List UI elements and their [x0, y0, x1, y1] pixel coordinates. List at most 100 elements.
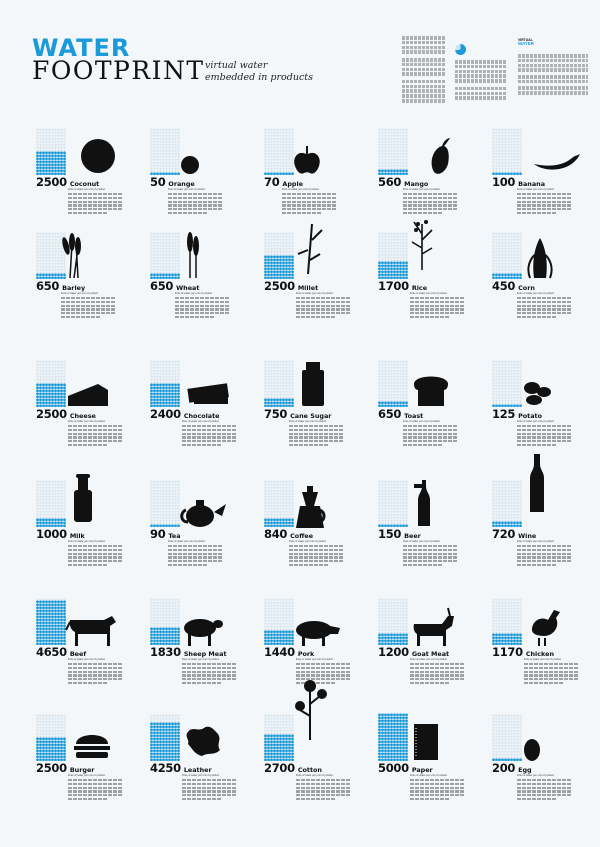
product-number: 650 — [36, 279, 60, 293]
unit-caption: litres of water per unit of product — [182, 420, 220, 423]
product-description-lines — [182, 663, 237, 686]
product-tile-millet: 2500 Millet litres of water per unit of pr… — [264, 223, 372, 344]
water-drop-grid — [378, 480, 408, 527]
water-drop-fill — [150, 627, 180, 645]
product-value: 2400 Chocolate — [150, 407, 220, 423]
product-description-lines — [403, 193, 458, 216]
product-value: 90 Tea — [150, 527, 181, 543]
product-number: 70 — [264, 175, 280, 189]
unit-caption: litres of water per unit of product — [289, 420, 327, 423]
product-tile-rice: 1700 Rice litres of water per unit of prod… — [378, 220, 486, 344]
water-logo: VIRTUAL WATER — [518, 38, 534, 46]
water-drop-fill — [150, 524, 180, 527]
unit-caption: litres of water per unit of product — [410, 292, 448, 295]
chicken-icon — [532, 610, 560, 646]
product-value: 1200 Goat Meat — [378, 645, 449, 661]
water-drop-fill — [492, 273, 522, 279]
product-name: Tea — [168, 532, 181, 540]
product-value: 50 Orange — [150, 175, 195, 191]
unit-caption: litres of water per unit of product — [282, 188, 320, 191]
product-name: Rice — [411, 284, 428, 292]
side-notes — [518, 54, 588, 96]
product-tile-egg: 200 Egg litres of water per unit of produc… — [492, 714, 600, 826]
product-tile-cotton: 2700 Cotton litres of water per unit of pr… — [264, 680, 372, 826]
product-description-lines — [61, 297, 116, 320]
page-subtitle: virtual water embedded in products — [205, 60, 313, 84]
legend-pie-icon — [455, 44, 466, 55]
product-name: Wheat — [176, 284, 200, 292]
water-drop-fill — [150, 383, 180, 407]
product-name: Barley — [62, 284, 86, 292]
barley-icon — [62, 233, 81, 279]
subtitle-line-1: virtual water — [205, 60, 268, 71]
water-drop-fill — [264, 518, 294, 527]
product-description-lines — [517, 545, 572, 568]
product-tile-wine: 720 Wine litres of water per unit of produ… — [492, 454, 600, 592]
product-name: Burger — [69, 766, 95, 774]
water-drop-fill — [150, 722, 180, 761]
product-tile-paper: 5000 Paper litres of water per unit of pro… — [378, 713, 486, 826]
water-drop-fill — [378, 261, 408, 279]
product-value: 750 Cane Sugar — [264, 407, 331, 423]
product-number: 1700 — [378, 279, 409, 293]
product-name: Cane Sugar — [290, 412, 332, 420]
product-name: Potato — [518, 412, 542, 420]
product-value: 450 Corn — [492, 279, 535, 295]
wine-bottle-icon — [530, 454, 544, 512]
product-name: Apple — [282, 180, 304, 188]
product-value: 150 Beer — [378, 527, 421, 543]
unit-caption: litres of water per unit of product — [289, 540, 327, 543]
unit-caption: litres of water per unit of product — [517, 540, 555, 543]
product-name: Chocolate — [183, 412, 220, 420]
unit-caption: litres of water per unit of product — [68, 188, 106, 191]
water-drop-grid — [492, 232, 522, 279]
pig-icon — [296, 621, 340, 646]
product-name: Wine — [518, 532, 537, 540]
product-number: 2500 — [36, 407, 67, 421]
water-drop-fill — [264, 172, 294, 175]
unit-caption: litres of water per unit of product — [403, 540, 441, 543]
product-tile-coconut: 2500 Coconut litres of water per unit of p… — [36, 128, 144, 240]
product-tile-coffee: 840 Coffee litres of water per unit of pro… — [264, 480, 372, 592]
milk-can-icon — [74, 474, 92, 522]
unit-caption: litres of water per unit of product — [182, 774, 220, 777]
water-drop-fill — [492, 521, 522, 527]
product-number: 5000 — [378, 761, 409, 775]
water-drop-fill — [492, 404, 522, 407]
product-name: Milk — [69, 532, 85, 540]
product-description-lines — [517, 297, 572, 320]
product-name: Goat Meat — [411, 650, 450, 658]
sugar-icon — [302, 362, 324, 406]
product-number: 1000 — [36, 527, 67, 541]
product-number: 4650 — [36, 645, 67, 659]
product-value: 2700 Cotton — [264, 761, 322, 777]
product-description-lines — [296, 297, 351, 320]
product-description-lines — [410, 779, 465, 802]
product-name: Beer — [404, 532, 421, 540]
product-tile-burger: 2500 Burger litres of water per unit of pr… — [36, 714, 144, 826]
water-drop-fill — [492, 633, 522, 645]
unit-caption: litres of water per unit of product — [517, 292, 555, 295]
product-number: 1830 — [150, 645, 181, 659]
product-tile-corn: 450 Corn litres of water per unit of produ… — [492, 232, 600, 344]
water-drop-fill — [378, 169, 408, 175]
product-number: 840 — [264, 527, 288, 541]
product-name: Coconut — [69, 180, 100, 188]
product-value: 5000 Paper — [378, 761, 433, 777]
unit-caption: litres of water per unit of product — [296, 292, 334, 295]
teapot-icon — [180, 500, 226, 527]
product-value: 720 Wine — [492, 527, 536, 543]
product-number: 1170 — [492, 645, 523, 659]
product-name: Toast — [404, 412, 424, 420]
product-tile-pork: 1440 Pork litres of water per unit of prod… — [264, 598, 372, 710]
product-description-lines — [289, 425, 344, 448]
page-title-bottom: FOOTPRINT — [32, 56, 205, 85]
product-value: 650 Barley — [36, 279, 85, 295]
product-number: 560 — [378, 175, 402, 189]
water-drop-fill — [36, 600, 66, 645]
product-number: 750 — [264, 407, 288, 421]
product-number: 2500 — [36, 175, 67, 189]
product-tile-potato: 125 Potato litres of water per unit of pro… — [492, 360, 600, 472]
product-number: 450 — [492, 279, 516, 293]
product-description-lines — [182, 425, 237, 448]
